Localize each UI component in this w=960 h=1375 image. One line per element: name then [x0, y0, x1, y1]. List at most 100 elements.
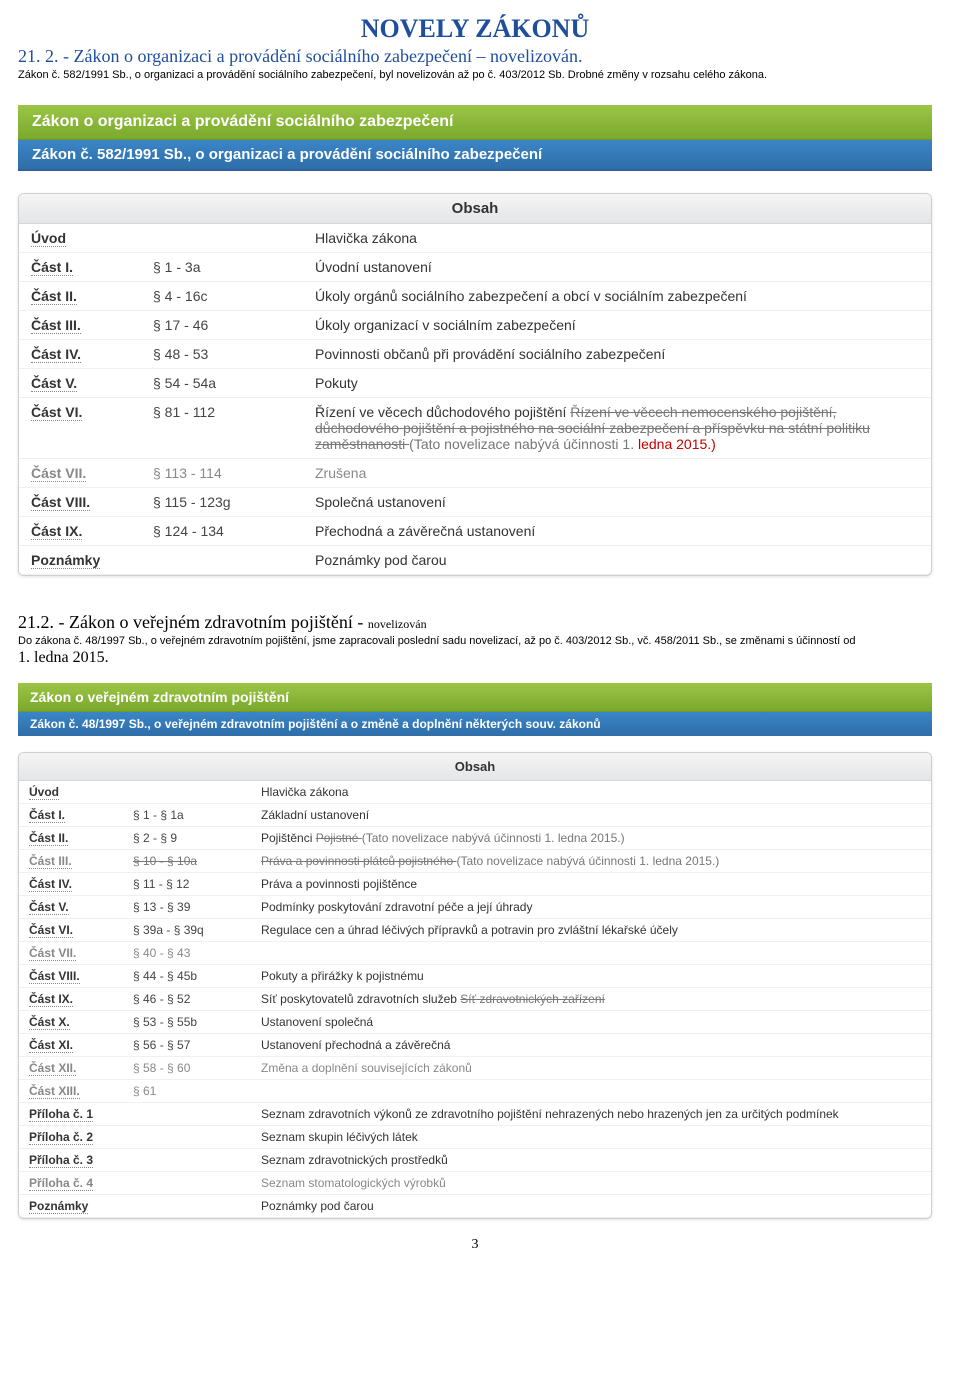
toc-part[interactable]: Část XII. — [19, 1057, 123, 1080]
law2-blue-band: Zákon č. 48/1997 Sb., o veřejném zdravot… — [18, 712, 932, 736]
toc-desc: Řízení ve věcech důchodového pojištění Ř… — [303, 398, 931, 459]
toc-part[interactable]: Poznámky — [19, 546, 141, 575]
table-row: Část XI.§ 56 - § 57Ustanovení přechodná … — [19, 1034, 931, 1057]
toc-desc: Síť poskytovatelů zdravotních služeb Síť… — [251, 988, 931, 1011]
toc-part[interactable]: Část V. — [19, 369, 141, 398]
toc-part[interactable]: Část XI. — [19, 1034, 123, 1057]
table-row: Část I.§ 1 - 3aÚvodní ustanovení — [19, 253, 931, 282]
law2-toc-table: Úvod Hlavička zákona Část I.§ 1 - § 1aZák… — [19, 781, 931, 1218]
toc-part[interactable]: Úvod — [19, 781, 123, 804]
toc-part[interactable]: Poznámky — [19, 1195, 123, 1218]
toc-desc: Práva a povinnosti pojištěnce — [251, 873, 931, 896]
mid-line1: 21.2. - Zákon o veřejném zdravotním poji… — [18, 612, 932, 633]
table-row: Příloha č. 1 Seznam zdravotních výkonů ze… — [19, 1103, 931, 1126]
toc-part[interactable]: Část V. — [19, 896, 123, 919]
toc-part[interactable]: Část VII. — [19, 942, 123, 965]
toc-sections: § 124 - 134 — [141, 517, 303, 546]
toc-desc: Společná ustanovení — [303, 488, 931, 517]
meta-text: Zákon č. 582/1991 Sb., o organizaci a pr… — [18, 69, 932, 81]
toc-desc: Úkoly organizací v sociálním zabezpečení — [303, 311, 931, 340]
table-row: Část V.§ 13 - § 39Podmínky poskytování z… — [19, 896, 931, 919]
table-row: Příloha č. 2Seznam skupin léčivých látek — [19, 1126, 931, 1149]
toc-desc — [251, 1080, 931, 1103]
toc-part[interactable]: Příloha č. 1 — [19, 1103, 123, 1126]
toc-sections: § 11 - § 12 — [123, 873, 251, 896]
toc-part[interactable]: Část VI. — [19, 919, 123, 942]
page-number: 3 — [18, 1237, 932, 1253]
toc-part[interactable]: Část X. — [19, 1011, 123, 1034]
toc-sections: § 13 - § 39 — [123, 896, 251, 919]
toc-desc: Povinnosti občanů při provádění sociální… — [303, 340, 931, 369]
toc-desc: Základní ustanovení — [251, 804, 931, 827]
toc-desc: Hlavička zákona — [303, 224, 931, 253]
toc-sections — [141, 224, 303, 253]
table-row: Příloha č. 3 Seznam zdravotnických prostř… — [19, 1149, 931, 1172]
toc-desc: Seznam zdravotních výkonů ze zdravotního… — [251, 1103, 931, 1126]
toc-part[interactable]: Část IX. — [19, 517, 141, 546]
toc-sections: § 4 - 16c — [141, 282, 303, 311]
table-row: Část II.§ 2 - § 9Pojištěnci Pojistné (Ta… — [19, 827, 931, 850]
toc-desc — [251, 942, 931, 965]
page: NOVELY ZÁKONŮ 21. 2. - Zákon o organizac… — [0, 0, 960, 1275]
toc-part[interactable]: Část XIII. — [19, 1080, 123, 1103]
toc-desc: Změna a doplnění souvisejících zákonů — [251, 1057, 931, 1080]
toc-part[interactable]: Část III. — [19, 850, 123, 873]
toc-desc: Poznámky pod čarou — [251, 1195, 931, 1218]
toc-sections — [123, 1172, 251, 1195]
toc-part[interactable]: Úvod — [19, 224, 141, 253]
toc-part[interactable]: Část VI. — [19, 398, 141, 459]
toc-sections: § 54 - 54a — [141, 369, 303, 398]
toc-desc: Pojištěnci Pojistné (Tato novelizace nab… — [251, 827, 931, 850]
toc-sections — [123, 781, 251, 804]
toc-part[interactable]: Část IX. — [19, 988, 123, 1011]
table-row: Část VIII.§ 44 - § 45bPokuty a přirážky … — [19, 965, 931, 988]
table-row: Příloha č. 4Seznam stomatologických výro… — [19, 1172, 931, 1195]
toc-part[interactable]: Část I. — [19, 253, 141, 282]
law2-green-band: Zákon o veřejném zdravotním pojištění — [18, 683, 932, 712]
toc-desc: Úvodní ustanovení — [303, 253, 931, 282]
toc-sections — [123, 1103, 251, 1126]
table-row: Část VIII.§ 115 - 123gSpolečná ustanoven… — [19, 488, 931, 517]
toc-desc: Regulace cen a úhrad léčivých přípravků … — [251, 919, 931, 942]
toc-part[interactable]: Část III. — [19, 311, 141, 340]
toc-part[interactable]: Část II. — [19, 827, 123, 850]
toc-sections: § 44 - § 45b — [123, 965, 251, 988]
table-row: Část IV.§ 48 - 53Povinnosti občanů při p… — [19, 340, 931, 369]
toc-part[interactable]: Část VII. — [19, 459, 141, 488]
toc-sections: § 61 — [123, 1080, 251, 1103]
toc-sections — [123, 1195, 251, 1218]
toc-desc: Zrušena — [303, 459, 931, 488]
toc-sections: § 1 - 3a — [141, 253, 303, 282]
toc-sections: § 58 - § 60 — [123, 1057, 251, 1080]
toc-sections: § 48 - 53 — [141, 340, 303, 369]
toc-desc: Úkoly orgánů sociálního zabezpečení a ob… — [303, 282, 931, 311]
table-row: Část XIII.§ 61 — [19, 1080, 931, 1103]
toc-part[interactable]: Příloha č. 2 — [19, 1126, 123, 1149]
toc-part[interactable]: Část I. — [19, 804, 123, 827]
toc-part[interactable]: Část VIII. — [19, 488, 141, 517]
toc-desc: Pokuty — [303, 369, 931, 398]
toc-part[interactable]: Část II. — [19, 282, 141, 311]
toc-sections: § 81 - 112 — [141, 398, 303, 459]
toc-part[interactable]: Část VIII. — [19, 965, 123, 988]
toc-part[interactable]: Část IV. — [19, 340, 141, 369]
toc-part[interactable]: Příloha č. 4 — [19, 1172, 123, 1195]
subtitle: 21. 2. - Zákon o organizaci a provádění … — [18, 46, 932, 67]
law1-green-band: Zákon o organizaci a provádění sociálníh… — [18, 105, 932, 140]
table-row: Část IX.§ 124 - 134Přechodná a závěrečná… — [19, 517, 931, 546]
toc-desc: Hlavička zákona — [251, 781, 931, 804]
toc-sections — [123, 1149, 251, 1172]
toc-desc: Seznam zdravotnických prostředků — [251, 1149, 931, 1172]
law1-toc-table: Úvod Hlavička zákona Část I.§ 1 - 3aÚvodn… — [19, 224, 931, 575]
mid-text: 21.2. - Zákon o veřejném zdravotním poji… — [18, 612, 932, 667]
toc-sections: § 56 - § 57 — [123, 1034, 251, 1057]
toc-sections: § 53 - § 55b — [123, 1011, 251, 1034]
table-row: Poznámky Poznámky pod čarou — [19, 1195, 931, 1218]
toc-part[interactable]: Příloha č. 3 — [19, 1149, 123, 1172]
table-row: Část X.§ 53 - § 55bUstanovení společná — [19, 1011, 931, 1034]
mid-line3: 1. ledna 2015. — [18, 649, 932, 667]
toc-sections: § 39a - § 39q — [123, 919, 251, 942]
toc-sections: § 1 - § 1a — [123, 804, 251, 827]
law1-block: Zákon o organizaci a provádění sociálníh… — [18, 97, 932, 576]
toc-part[interactable]: Část IV. — [19, 873, 123, 896]
